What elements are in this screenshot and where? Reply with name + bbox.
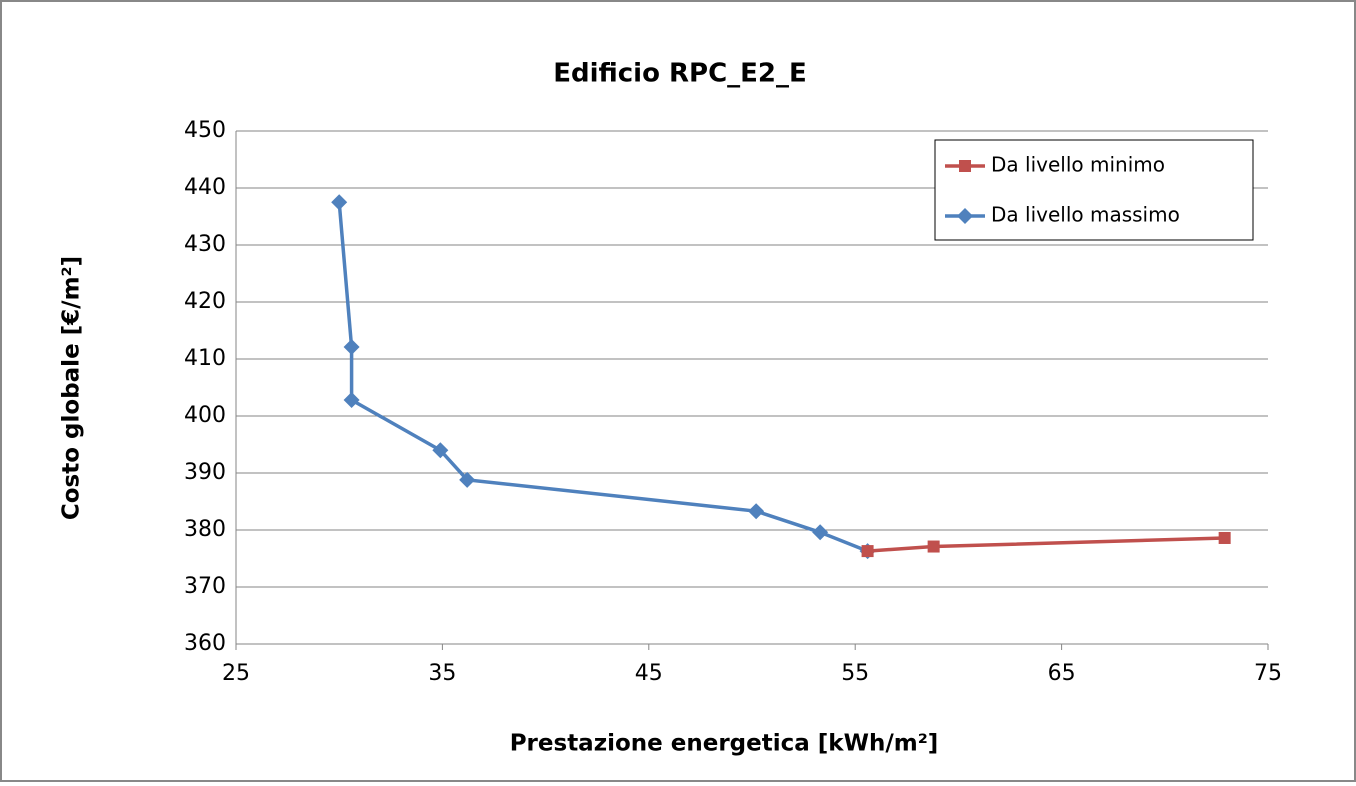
marker	[343, 392, 360, 409]
marker	[812, 524, 829, 541]
y-tick-label: 410	[184, 346, 226, 371]
marker	[861, 545, 874, 558]
legend-box	[934, 139, 1254, 241]
y-tick-label: 390	[184, 460, 226, 485]
x-tick-label: 25	[222, 661, 250, 686]
marker	[959, 160, 971, 172]
x-tick-label: 65	[1048, 661, 1076, 686]
marker	[1218, 531, 1231, 544]
y-tick-label: 430	[184, 232, 226, 257]
y-tick-label: 440	[184, 175, 226, 200]
marker	[331, 194, 348, 211]
marker	[927, 540, 940, 553]
chart-title: Edificio RPC_E2_E	[553, 59, 807, 89]
marker	[957, 208, 973, 224]
x-tick-label: 45	[635, 661, 663, 686]
x-tick-label: 75	[1254, 661, 1282, 686]
y-tick-label: 450	[184, 118, 226, 143]
x-tick-label: 35	[428, 661, 456, 686]
marker	[748, 503, 765, 520]
y-tick-label: 370	[184, 574, 226, 599]
marker	[343, 339, 360, 356]
legend-label: Da livello minimo	[991, 153, 1165, 177]
y-tick-label: 400	[184, 403, 226, 428]
y-tick-label: 420	[184, 289, 226, 314]
marker	[459, 471, 476, 488]
y-tick-label: 360	[184, 631, 226, 656]
x-axis-label: Prestazione energetica [kWh/m²]	[510, 731, 939, 757]
y-axis-label: Costo globale [€/m²]	[59, 256, 85, 520]
legend-label: Da livello massimo	[991, 203, 1180, 227]
series-line	[337, 202, 869, 553]
marker	[432, 442, 449, 459]
x-tick-label: 55	[841, 661, 869, 686]
y-tick-label: 380	[184, 517, 226, 542]
